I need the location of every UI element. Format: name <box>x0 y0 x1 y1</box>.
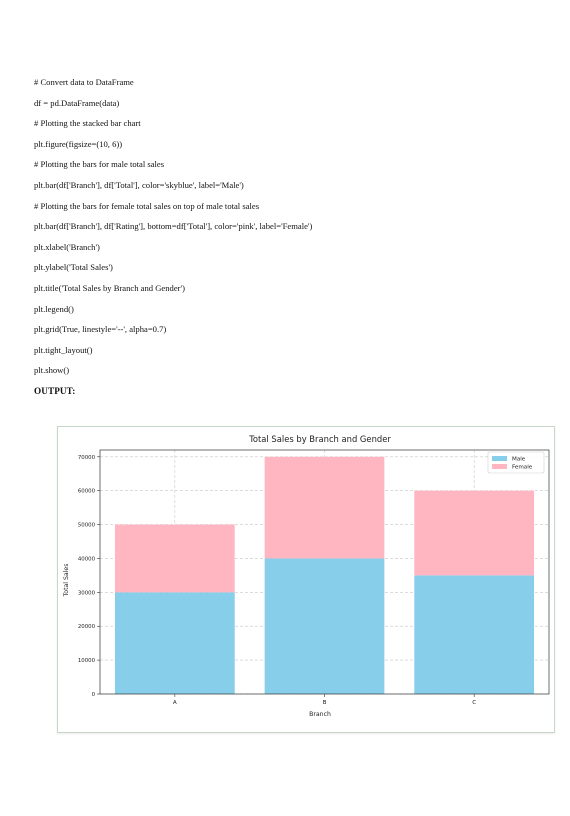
y-tick-label: 40000 <box>78 556 96 562</box>
y-tick-label: 10000 <box>78 658 96 664</box>
code-line: df = pd.DataFrame(data) <box>34 97 120 108</box>
code-line: plt.legend() <box>34 303 74 314</box>
y-tick-label: 0 <box>92 692 96 698</box>
y-tick-label: 30000 <box>78 590 96 596</box>
legend-swatch-female <box>492 464 507 469</box>
legend-label-male: Male <box>512 457 526 463</box>
y-tick-label: 50000 <box>78 523 96 529</box>
code-line: # Plotting the bars for female total sal… <box>34 200 260 211</box>
code-line: plt.grid(True, linestyle='--', alpha=0.7… <box>34 324 167 335</box>
code-line: plt.ylabel('Total Sales') <box>34 262 113 273</box>
code-line: plt.xlabel('Branch') <box>34 241 100 252</box>
code-line: # Plotting the stacked bar chart <box>34 118 141 129</box>
bar-male-c <box>414 575 535 694</box>
bar-female-b <box>264 456 385 559</box>
code-listing: # Convert data to DataFrame df = pd.Data… <box>34 75 534 405</box>
y-tick-label: 60000 <box>78 489 96 495</box>
code-line: # Plotting the bars for male total sales <box>34 159 165 170</box>
code-line: plt.title('Total Sales by Branch and Gen… <box>34 282 185 293</box>
bar-female-a <box>114 524 235 593</box>
legend-swatch-male <box>492 456 507 461</box>
code-line: # Convert data to DataFrame <box>34 77 134 87</box>
code-line: plt.tight_layout() <box>34 344 93 355</box>
bar-layer <box>114 456 535 694</box>
y-axis-label: Total Sales <box>63 564 70 598</box>
x-axis-label: Branch <box>309 711 331 718</box>
code-line: plt.bar(df['Branch'], df['Total'], color… <box>34 179 244 190</box>
chart-title: Total Sales by Branch and Gender <box>248 434 391 444</box>
legend: Male Female <box>487 451 545 474</box>
x-tick-label: A <box>173 700 177 706</box>
bar-male-a <box>114 592 235 694</box>
chart-figure: 0 10000 20000 30000 40000 50000 60000 70000 A B C … <box>57 426 555 733</box>
legend-label-female: Female <box>512 465 533 471</box>
x-tick-label: B <box>323 700 327 706</box>
code-line: plt.bar(df['Branch'], df['Rating'], bott… <box>34 221 313 232</box>
code-line: plt.show() <box>34 365 70 376</box>
bar-male-b <box>264 558 385 694</box>
output-label: OUTPUT: <box>34 385 76 396</box>
code-line: plt.figure(figsize=(10, 6)) <box>34 138 123 149</box>
bar-female-c <box>414 490 535 576</box>
y-tick-label: 70000 <box>78 455 96 461</box>
x-tick-label: C <box>472 700 476 706</box>
axis-layer: 0 10000 20000 30000 40000 50000 60000 70000 A B C <box>78 449 550 706</box>
y-tick-label: 20000 <box>78 624 96 630</box>
